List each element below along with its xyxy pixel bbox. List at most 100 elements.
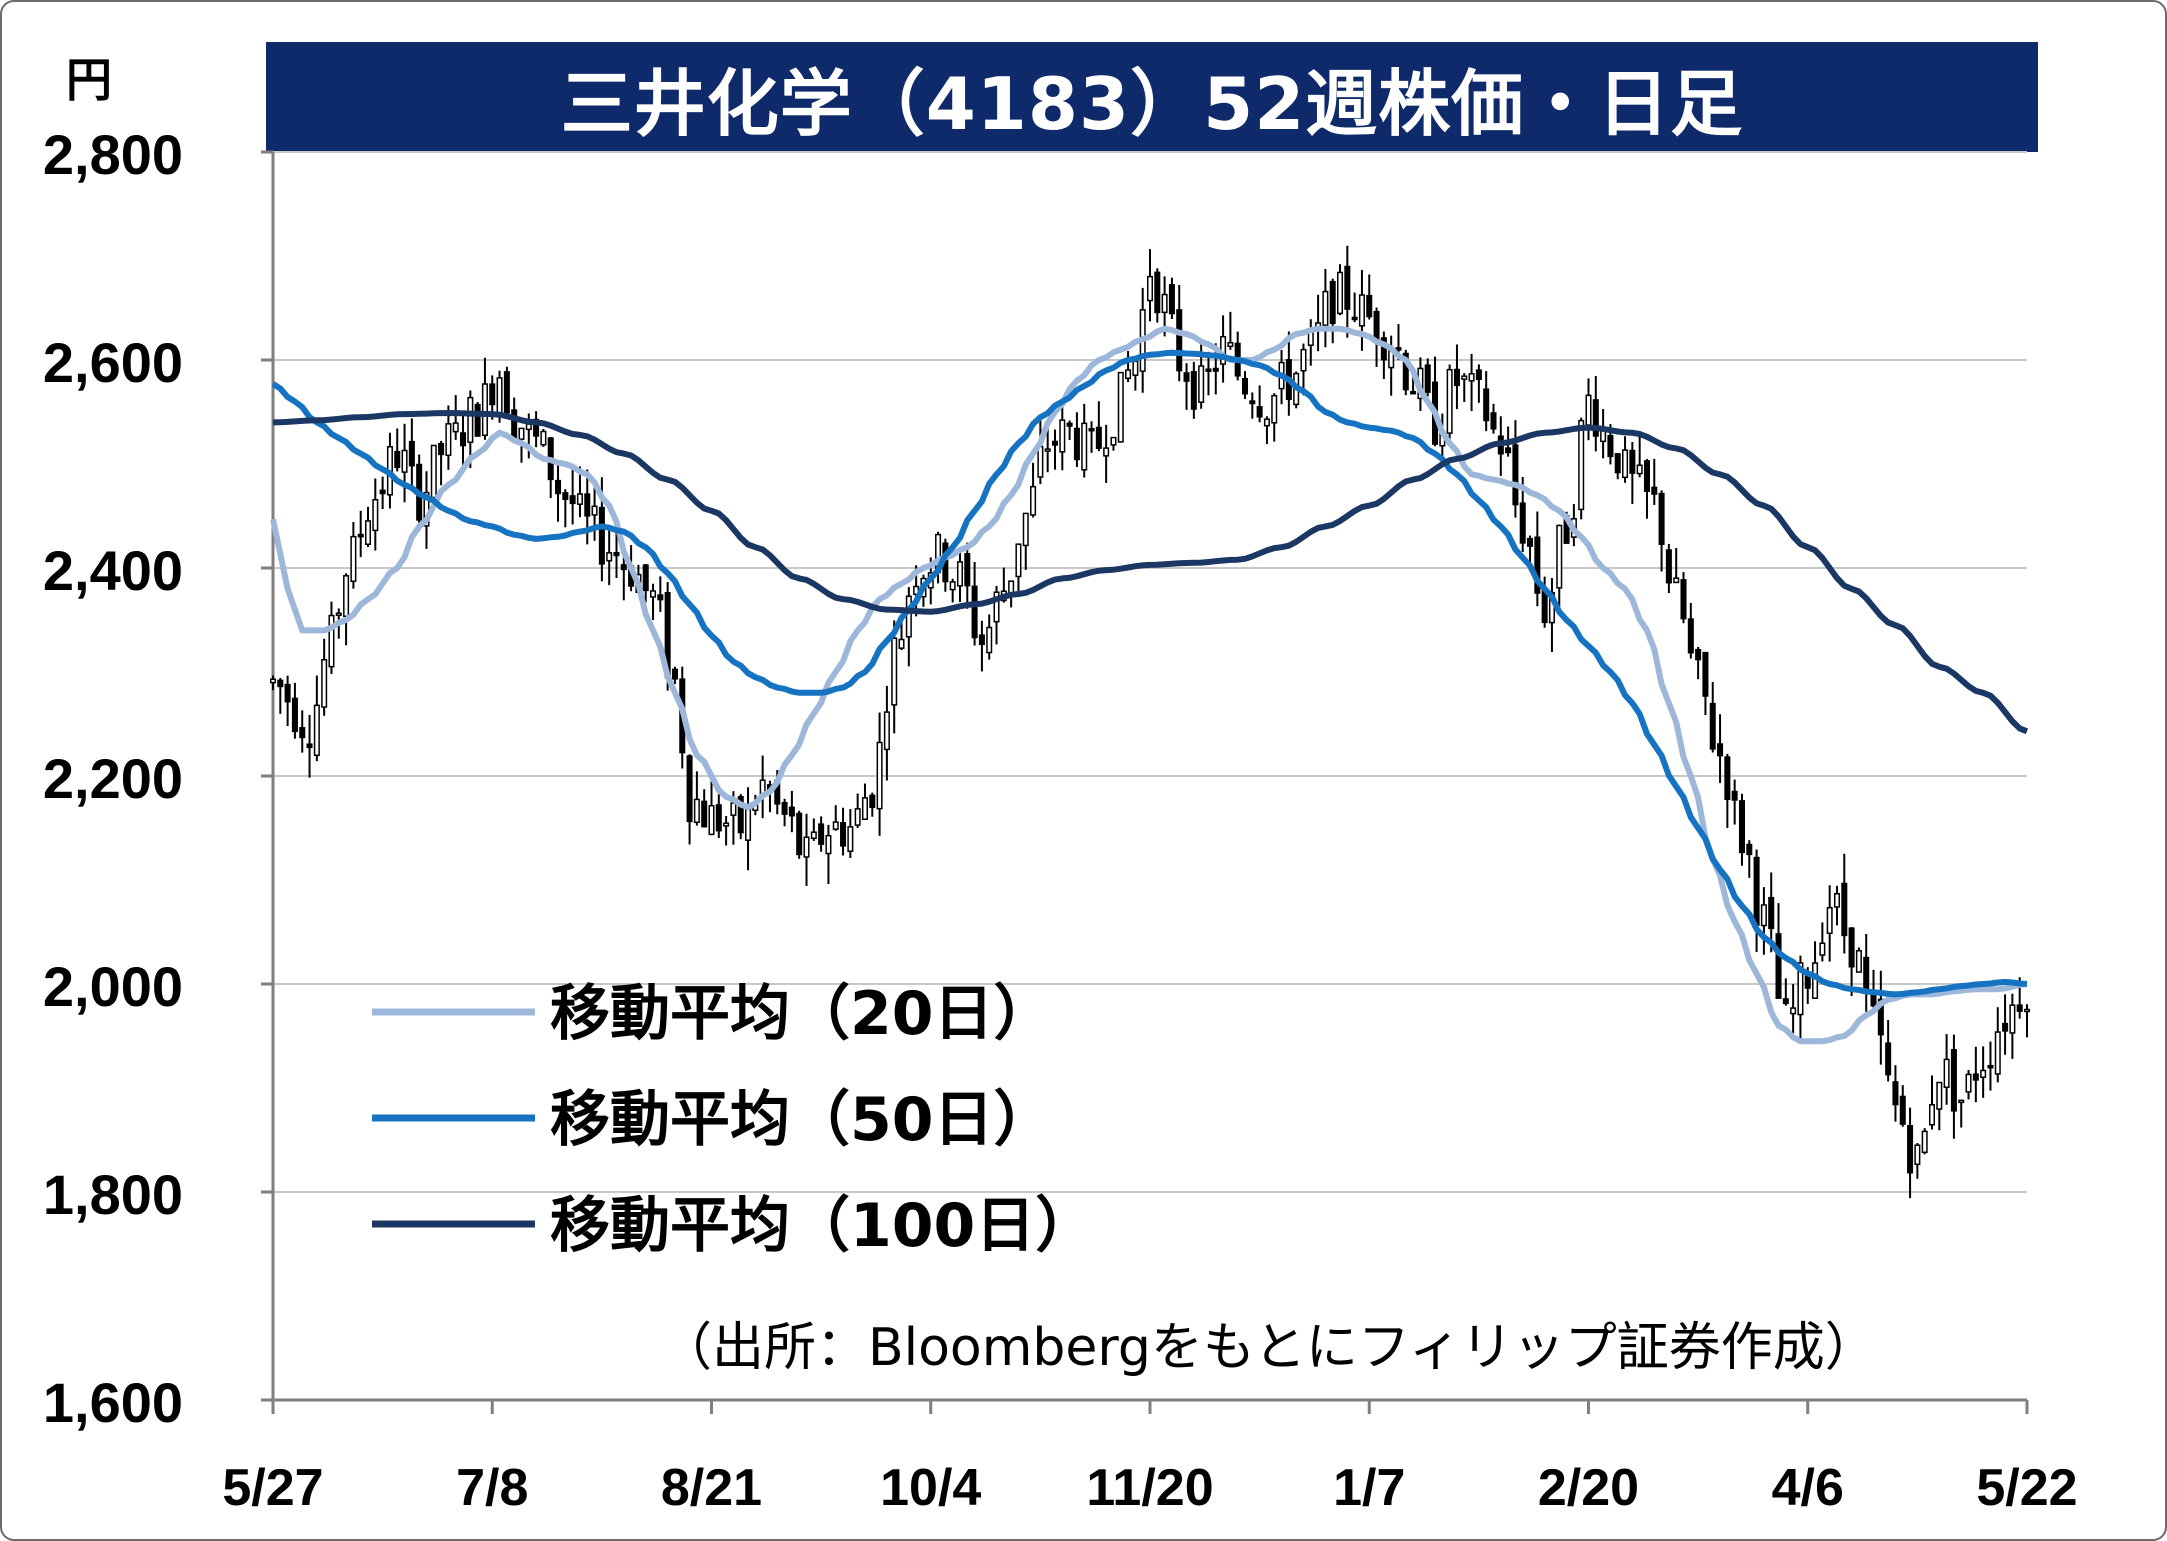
candle-body [1702,651,1709,697]
candle-body [1337,271,1344,315]
candle-body [1022,512,1029,547]
candle-body [1855,949,1862,973]
candle-body [1673,577,1680,584]
candle-body [1461,375,1468,380]
candle-body [598,506,605,565]
candle-body [474,403,481,437]
y-tick-label: 2,600 [43,331,183,394]
candle-body [1117,371,1124,443]
candle-body [321,659,328,708]
candle-body [1154,271,1161,314]
x-tick-label: 7/8 [456,1459,528,1517]
x-tick-label: 10/4 [880,1459,981,1517]
y-tick-label: 1,800 [43,1163,183,1226]
y-tick-label: 2,400 [43,539,183,602]
x-tick-label: 2/20 [1538,1459,1639,1517]
candle-body [1556,524,1563,589]
candle-body [1402,352,1409,391]
candle-body [394,450,401,469]
y-tick-label: 2,000 [43,955,183,1018]
candle-body [745,804,752,841]
candle-body [1015,543,1022,578]
candle-body [832,821,839,830]
moving-averages [270,325,2029,1045]
candle-body [803,836,810,858]
candle-body [1614,453,1621,474]
candle-body [1738,800,1745,854]
candle-body [1424,364,1431,393]
candle-body [1073,427,1080,461]
candle-body [1687,618,1694,654]
grid-layer [273,151,2027,1193]
candle-body [971,585,978,639]
candle-body [2023,1008,2031,1013]
candle-body [1190,370,1197,410]
candle-body [1790,1007,1797,1015]
candle-body [430,444,437,499]
x-tick-label: 5/27 [222,1459,323,1517]
legend-label-ma20: 移動平均（20日） [550,979,1054,1049]
candle-body [1519,502,1526,544]
chart-title: 三井化学（4183）52週株価・日足 [266,42,2038,152]
candle-body [1066,422,1073,427]
candle-body [657,594,664,601]
candle-body [1592,399,1599,437]
candle-body [291,697,298,733]
candle-body [467,396,474,443]
candle-body [2016,1004,2023,1012]
candle-body [1921,1130,1928,1154]
candle-body [1534,536,1541,594]
candle-body [269,678,277,684]
candle-body [781,801,788,815]
candle-body [1622,449,1629,479]
candle-body [1095,426,1102,449]
candle-body [1958,1099,1965,1104]
candle-body [503,371,510,414]
candle-body [555,479,562,495]
candle-body [1176,309,1183,372]
candle-body [993,591,1000,623]
candle-body [357,533,364,538]
candle-body [905,595,912,638]
candle-body [847,826,854,852]
candle-body [335,612,342,616]
candle-body [372,499,379,532]
candle-body [1848,927,1855,968]
candle-body [511,409,518,440]
candle-body [576,493,583,505]
x-tick-label: 8/21 [661,1459,762,1517]
candle-body [708,804,715,836]
candle-body [1994,1031,2001,1075]
y-tick-label: 2,800 [43,123,183,186]
candle-body [854,808,861,826]
source-note: （出所：Bloombergをもとにフィリップ証券作成） [660,1318,1877,1378]
candle-body [1132,360,1139,376]
candle-body [1271,394,1278,424]
candle-body [1241,377,1249,395]
candle-body [723,822,730,827]
candle-body [584,493,591,517]
candle-body [1059,419,1066,453]
candle-body [1263,418,1270,427]
candle-body [452,422,459,433]
candle-body [1475,369,1482,381]
candle-body [1146,275,1154,302]
candle-body [1512,444,1519,506]
candle-body [737,796,744,834]
candle-body [1680,579,1687,620]
candle-body [891,637,898,706]
candle-body [299,727,306,739]
candle-body [1446,368,1453,434]
candle-body [1541,589,1548,624]
candle-body [818,823,825,845]
candle-body [606,552,613,562]
candle-body [1227,341,1234,347]
ma-line-ma50 [271,349,2028,998]
ma-line-ma20 [270,325,2028,1045]
candle-body [964,553,971,587]
candle-body [1103,447,1110,457]
candle-body [313,704,320,757]
candle-body [861,797,868,820]
candle-body [1205,368,1212,372]
